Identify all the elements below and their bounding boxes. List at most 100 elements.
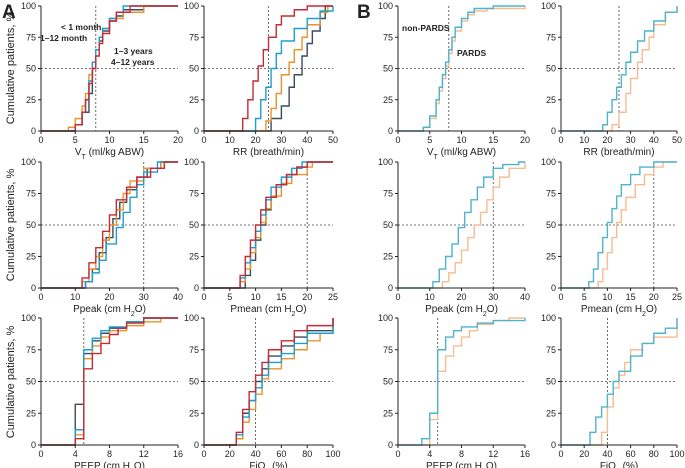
y-tick-label: 100 <box>378 1 393 11</box>
x-tick-label: 0 <box>201 292 206 302</box>
x-tick-label: 40 <box>173 292 183 302</box>
y-tick-label: 25 <box>383 252 393 262</box>
plot-A-pmean: 0 25 50 75 100 0 5 10 15 20 25 Pmean (cm H2O) <box>184 157 338 318</box>
x-tick-label: 16 <box>520 449 530 459</box>
x-tick-label: 40 <box>302 135 312 145</box>
y-axis-title-row1: Cumulative patients, % <box>5 12 17 125</box>
x-tick-label: 0 <box>38 449 43 459</box>
y-tick-label: 0 <box>31 440 36 450</box>
series-line-nonpards <box>398 317 525 446</box>
x-axis-label: Ppeak (cm H2O) <box>425 304 498 318</box>
legend-item-4-12-years: 4–12 years <box>111 57 155 67</box>
series-line-y4_12 <box>204 318 334 446</box>
x-tick-label: 5 <box>227 292 232 302</box>
y-tick-label: 25 <box>189 95 199 105</box>
y-tick-label: 50 <box>189 64 199 74</box>
x-axis-label: Ppeak (cm H2O) <box>73 304 146 318</box>
plot-B-rr: 0 25 50 75 100 0 10 20 30 40 50 RR (breath/min) <box>541 1 682 158</box>
series-line-pards <box>561 6 678 132</box>
x-tick-label: 60 <box>276 449 286 459</box>
x-axis-label: Pmean (cm H2O) <box>581 304 657 318</box>
series-line-y4_12 <box>204 161 333 289</box>
x-tick-label: 12 <box>139 449 149 459</box>
x-tick-label: 10 <box>251 292 261 302</box>
x-tick-label: 20 <box>225 449 235 459</box>
x-tick-label: 100 <box>669 449 684 459</box>
x-axis-label: PEEP (cm H2O) <box>74 461 145 468</box>
x-tick-label: 20 <box>302 292 312 302</box>
x-tick-label: 15 <box>626 292 636 302</box>
x-tick-label: 0 <box>558 449 563 459</box>
series-line-nonpards <box>561 161 677 289</box>
y-tick-label: 0 <box>551 126 556 136</box>
x-tick-label: 20 <box>104 292 114 302</box>
x-axis-label: RR (breath/min) <box>233 147 304 158</box>
y-tick-label: 0 <box>388 440 393 450</box>
x-tick-label: 12 <box>488 449 498 459</box>
y-tick-label: 75 <box>26 189 36 199</box>
x-tick-label: 10 <box>456 135 466 145</box>
y-tick-label: 0 <box>31 283 36 293</box>
series-line-y4_12 <box>41 317 178 446</box>
series-line-y1_3 <box>204 6 334 132</box>
plot-B-peep: 0 25 50 75 100 0 4 8 12 16 PEEP (cm H2O) <box>378 313 530 468</box>
y-tick-label: 100 <box>541 157 556 167</box>
y-tick-label: 100 <box>21 157 36 167</box>
x-tick-label: 0 <box>395 292 400 302</box>
x-tick-label: 40 <box>602 449 612 459</box>
y-tick-label: 25 <box>26 408 36 418</box>
legend-item-pards: PARDS <box>457 48 486 58</box>
plot-B-ppeak: 0 25 50 75 100 0 10 20 30 40 Ppeak (cm H2O) <box>378 157 530 318</box>
y-tick-label: 25 <box>26 95 36 105</box>
y-tick-label: 50 <box>189 377 199 387</box>
x-tick-label: 4 <box>73 449 78 459</box>
x-tick-label: 80 <box>302 449 312 459</box>
y-tick-label: 0 <box>388 283 393 293</box>
x-tick-label: 0 <box>395 135 400 145</box>
y-tick-label: 100 <box>21 1 36 11</box>
x-tick-label: 4 <box>427 449 432 459</box>
x-tick-label: 40 <box>251 449 261 459</box>
y-tick-label: 100 <box>378 313 393 323</box>
legend-item-1-3-years: 1–3 years <box>114 46 153 56</box>
x-tick-label: 40 <box>520 292 530 302</box>
y-tick-label: 0 <box>31 126 36 136</box>
legend-a: < 1 month 1–12 month 1–3 years 4–12 year… <box>40 22 155 67</box>
legend-b: non-PARDS PARDS <box>402 23 486 58</box>
x-tick-label: 15 <box>488 135 498 145</box>
plot-A-ppeak: 0 25 50 75 100 0 10 20 30 40 Ppeak (cm H2O) <box>21 157 183 318</box>
y-tick-label: 50 <box>383 64 393 74</box>
x-tick-label: 20 <box>173 135 183 145</box>
x-tick-label: 5 <box>582 292 587 302</box>
x-tick-label: 60 <box>626 449 636 459</box>
x-tick-label: 100 <box>325 449 340 459</box>
y-tick-label: 100 <box>541 1 556 11</box>
y-tick-label: 50 <box>546 377 556 387</box>
y-tick-label: 75 <box>189 189 199 199</box>
x-tick-label: 0 <box>201 449 206 459</box>
y-tick-label: 75 <box>383 345 393 355</box>
y-tick-label: 0 <box>551 440 556 450</box>
y-tick-label: 25 <box>189 252 199 262</box>
legend-item-lt1m: < 1 month <box>61 22 101 32</box>
series-line-pards <box>398 318 526 446</box>
plot-A-peep: 0 25 50 75 100 0 4 8 12 16 PEEP (cm H2O) <box>21 313 183 468</box>
plot-B-vt: 0 25 50 75 100 0 5 10 15 20 VT (ml/kg ABW) <box>378 1 530 161</box>
plot-A-rr: 0 25 50 75 100 0 10 20 30 40 50 RR (breath/min) <box>184 1 338 158</box>
y-tick-label: 25 <box>189 408 199 418</box>
y-tick-label: 25 <box>383 408 393 418</box>
x-tick-label: 15 <box>276 292 286 302</box>
y-tick-label: 75 <box>189 345 199 355</box>
y-tick-label: 50 <box>26 220 36 230</box>
x-tick-label: 40 <box>649 135 659 145</box>
x-tick-label: 30 <box>139 292 149 302</box>
x-tick-label: 10 <box>104 135 114 145</box>
x-tick-label: 25 <box>672 292 682 302</box>
series-line-pards <box>398 5 525 132</box>
x-axis-label: VT (ml/kg ABW) <box>75 147 144 161</box>
y-tick-label: 100 <box>21 313 36 323</box>
series-line-pards <box>398 161 525 289</box>
y-tick-label: 100 <box>184 313 199 323</box>
x-tick-label: 10 <box>602 292 612 302</box>
x-tick-label: 0 <box>395 449 400 459</box>
